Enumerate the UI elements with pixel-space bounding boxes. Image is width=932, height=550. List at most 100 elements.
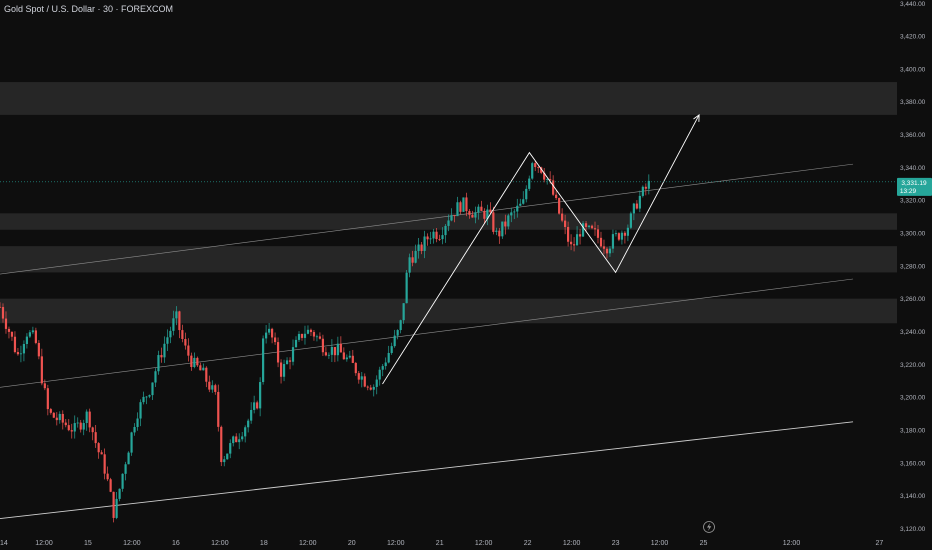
candle-body (0, 306, 2, 308)
candle-body (312, 332, 316, 337)
candle-body (543, 172, 546, 180)
candle-body (495, 230, 498, 232)
candle-body (187, 345, 190, 356)
candle-body (587, 225, 591, 227)
candle-body (336, 343, 339, 356)
candle-body (578, 234, 582, 237)
candle-body (354, 362, 357, 374)
candle-body (19, 353, 23, 355)
candle-body (567, 226, 570, 242)
candle-body (88, 411, 91, 428)
candle-body (273, 337, 277, 343)
candle-body (602, 246, 606, 249)
time-tick-label: 20 (348, 540, 356, 547)
time-tick-label: 23 (612, 540, 620, 547)
candle-body (268, 328, 271, 333)
candle-body (226, 453, 229, 460)
candle-body (447, 220, 450, 226)
candle-body (459, 202, 462, 212)
candle-body (279, 362, 283, 377)
candle-body (16, 352, 20, 355)
candle-body (115, 498, 118, 518)
sr-zone (0, 82, 897, 115)
candle-body (238, 439, 241, 443)
candle-body (163, 343, 166, 358)
candle-body (256, 402, 259, 409)
candle-body (572, 244, 576, 246)
time-tick-label: 12:00 (563, 540, 581, 547)
price-tick-label: 3,380.00 (900, 99, 926, 106)
candle-body (522, 199, 525, 204)
candle-body (638, 195, 641, 209)
candle-body (25, 336, 29, 344)
candle-body (229, 443, 232, 454)
symbol-title: Gold Spot / U.S. Dollar · 30 · FOREXCOM (4, 4, 174, 14)
candle-body (13, 336, 17, 353)
candle-body (444, 225, 447, 236)
candle-body (564, 220, 567, 227)
candle-body (43, 383, 46, 389)
candle-body (477, 206, 480, 213)
candle-body (435, 231, 438, 240)
last-price-badge: 3,331.19 13:29 (897, 177, 932, 196)
time-axis[interactable]: 14 12:00 15 12:00 16 12:00 18 12:00 20 12:00 21 12:… (0, 540, 883, 547)
candle-body (82, 423, 85, 430)
time-tick-label: 21 (436, 540, 444, 547)
candle-body (67, 425, 70, 431)
candle-body (569, 241, 573, 245)
pattern-path (382, 114, 700, 385)
candle-body (531, 163, 534, 179)
candle-body (202, 367, 205, 371)
trendline (0, 421, 854, 520)
candle-body (294, 339, 298, 348)
candle-body (160, 355, 163, 358)
candle-body (378, 369, 381, 380)
candle-body (130, 432, 133, 453)
candle-body (259, 382, 262, 409)
time-tick-label: 16 (172, 540, 180, 547)
candle-body (169, 330, 172, 338)
candle-body (49, 409, 52, 413)
candle-body (139, 402, 142, 419)
candle-body (157, 355, 160, 372)
candle-body (408, 257, 411, 273)
candle-body (333, 347, 336, 356)
candle-body (611, 234, 615, 249)
candle-body (151, 382, 154, 396)
candle-body (262, 338, 265, 383)
candle-body (489, 209, 492, 213)
candle-body (46, 388, 49, 410)
candle-body (456, 202, 459, 217)
candle-body (297, 333, 301, 340)
time-tick-label: 12:00 (211, 540, 229, 547)
candle-body (450, 215, 453, 221)
price-axis[interactable]: 3,120.00 3,140.00 3,160.00 3,180.00 3,200.00… (900, 1, 926, 533)
candle-body (37, 342, 40, 357)
candle-body (178, 311, 181, 331)
trendline (0, 278, 854, 388)
time-tick-label: 12:00 (387, 540, 405, 547)
candle-body (584, 223, 588, 227)
candle-body (196, 357, 199, 366)
candle-body (270, 328, 274, 338)
candle-body (453, 215, 456, 217)
candle-body (181, 330, 184, 339)
candle-body (504, 221, 507, 227)
candle-body (64, 422, 67, 426)
candle-body (145, 396, 148, 398)
candle-body (429, 238, 432, 240)
time-tick-label: 14 (0, 540, 8, 547)
candle-body (4, 318, 8, 329)
candle-body (384, 362, 387, 367)
lightning-icon[interactable] (703, 521, 715, 533)
candle-body (121, 473, 124, 489)
candle-body (309, 329, 313, 333)
candle-body (432, 231, 435, 239)
candle-body (324, 352, 328, 356)
time-tick-label: 12:00 (35, 540, 53, 547)
candle-body (7, 328, 11, 332)
candle-body (327, 354, 330, 356)
candle-body (28, 332, 31, 337)
candle-body (241, 436, 244, 440)
